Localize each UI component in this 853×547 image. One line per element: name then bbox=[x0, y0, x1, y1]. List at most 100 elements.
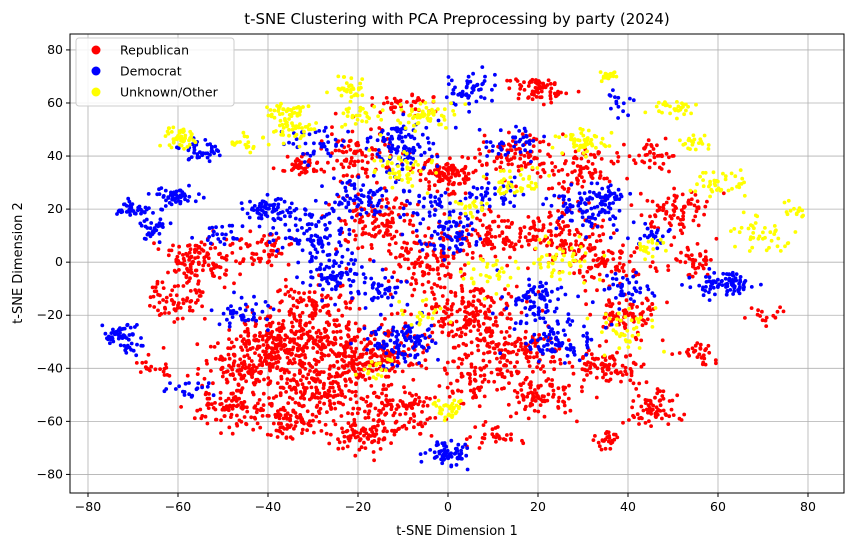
data-point bbox=[682, 204, 686, 209]
data-point bbox=[760, 309, 764, 314]
data-point bbox=[331, 166, 336, 171]
data-point bbox=[145, 226, 150, 230]
data-point bbox=[364, 210, 369, 215]
data-point bbox=[349, 258, 354, 262]
data-point bbox=[278, 391, 283, 395]
data-point bbox=[580, 385, 584, 389]
data-point bbox=[339, 336, 343, 340]
data-point bbox=[325, 395, 330, 400]
data-point bbox=[410, 93, 414, 98]
data-point bbox=[464, 437, 469, 441]
data-point bbox=[558, 226, 563, 230]
data-point bbox=[161, 195, 166, 199]
data-point bbox=[369, 276, 374, 281]
data-point bbox=[255, 208, 260, 213]
data-point bbox=[480, 65, 485, 69]
data-point bbox=[247, 243, 252, 248]
data-point bbox=[297, 343, 302, 348]
data-point bbox=[185, 281, 189, 285]
data-point bbox=[200, 304, 205, 309]
data-point bbox=[254, 337, 259, 342]
data-point bbox=[344, 205, 349, 210]
data-point bbox=[474, 99, 479, 104]
data-point bbox=[490, 298, 494, 303]
data-point bbox=[619, 194, 624, 199]
data-point bbox=[480, 380, 485, 384]
data-point bbox=[572, 349, 576, 354]
data-point bbox=[601, 195, 606, 200]
data-point bbox=[437, 276, 442, 281]
data-point bbox=[205, 361, 209, 366]
data-point bbox=[353, 194, 358, 199]
data-point bbox=[555, 319, 560, 324]
data-point bbox=[267, 362, 272, 366]
data-point bbox=[590, 171, 595, 176]
data-point bbox=[182, 271, 187, 276]
data-point bbox=[339, 226, 344, 231]
data-point bbox=[405, 100, 409, 104]
data-point bbox=[616, 155, 621, 159]
data-point bbox=[617, 307, 622, 311]
data-point bbox=[284, 284, 288, 289]
data-point bbox=[312, 430, 316, 435]
data-point bbox=[360, 355, 364, 359]
data-point bbox=[410, 393, 414, 398]
data-point bbox=[168, 293, 173, 297]
data-point bbox=[239, 388, 244, 392]
data-point bbox=[435, 154, 440, 159]
data-point bbox=[289, 329, 294, 334]
data-point bbox=[508, 244, 512, 248]
data-point bbox=[281, 319, 286, 323]
data-point bbox=[529, 159, 533, 164]
data-point bbox=[516, 96, 521, 101]
data-point bbox=[506, 291, 511, 296]
data-point bbox=[539, 89, 544, 94]
data-point bbox=[272, 350, 277, 355]
data-point bbox=[352, 335, 357, 340]
data-point bbox=[563, 392, 567, 396]
data-point bbox=[667, 414, 672, 419]
data-point bbox=[711, 285, 716, 290]
data-point bbox=[324, 431, 329, 436]
data-point bbox=[224, 399, 228, 403]
data-point bbox=[209, 146, 214, 151]
data-point bbox=[328, 403, 332, 408]
data-point bbox=[531, 234, 536, 239]
data-point bbox=[195, 372, 200, 376]
data-point bbox=[584, 235, 588, 240]
data-point bbox=[235, 369, 240, 373]
data-point bbox=[285, 154, 290, 159]
data-point bbox=[172, 320, 177, 324]
data-point bbox=[584, 353, 588, 357]
data-point bbox=[488, 227, 493, 232]
data-point bbox=[356, 246, 360, 251]
data-point bbox=[364, 351, 369, 356]
data-point bbox=[181, 301, 186, 306]
data-point bbox=[281, 405, 286, 410]
data-point bbox=[615, 151, 619, 155]
data-point bbox=[387, 212, 391, 217]
data-point bbox=[623, 322, 628, 327]
data-point bbox=[401, 401, 405, 406]
data-point bbox=[157, 231, 162, 236]
data-point bbox=[490, 432, 495, 437]
data-point bbox=[538, 336, 543, 341]
data-point bbox=[563, 385, 568, 390]
data-point bbox=[392, 432, 397, 437]
data-point bbox=[204, 390, 209, 395]
data-point bbox=[408, 218, 413, 223]
data-point bbox=[448, 275, 453, 280]
data-point bbox=[582, 191, 587, 196]
data-point bbox=[598, 194, 602, 199]
data-point bbox=[396, 136, 401, 141]
data-point bbox=[482, 96, 487, 101]
data-point bbox=[315, 350, 320, 355]
data-point bbox=[700, 362, 705, 367]
data-point bbox=[479, 87, 483, 92]
data-point bbox=[409, 247, 413, 252]
data-point bbox=[379, 322, 384, 327]
data-point bbox=[501, 437, 506, 441]
data-point bbox=[240, 402, 245, 407]
data-point bbox=[615, 264, 619, 269]
data-point bbox=[343, 238, 348, 242]
